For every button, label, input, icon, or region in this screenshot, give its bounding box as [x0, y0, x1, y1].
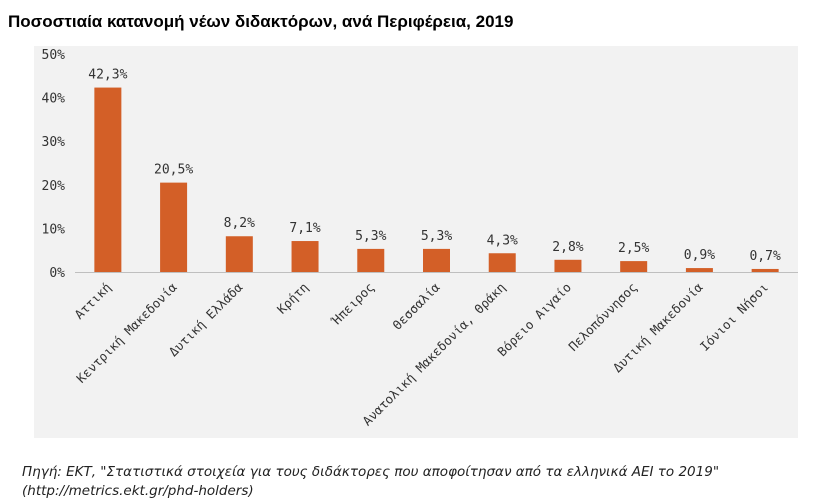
- x-tick-label: Θεσσαλία: [389, 279, 443, 333]
- x-tick-label: Αττική: [71, 280, 114, 323]
- bar: [160, 182, 188, 272]
- y-tick-label: 10%: [42, 222, 66, 237]
- source-text: Πηγή: ΕΚΤ, "Στατιστικά στοιχεία για τους…: [22, 464, 720, 480]
- bar: [751, 268, 779, 272]
- data-label: 42,3%: [88, 68, 127, 83]
- bar: [554, 259, 582, 272]
- data-label: 20,5%: [154, 163, 193, 178]
- data-label: 5,3%: [421, 229, 452, 244]
- data-label: 5,3%: [355, 229, 386, 244]
- data-label: 8,2%: [224, 216, 255, 231]
- x-tick-label: Πελοπόννησος: [565, 280, 639, 354]
- data-label: 0,9%: [684, 248, 715, 263]
- bar: [685, 268, 713, 272]
- x-tick-label: Ανατολική Μακεδονία, Θράκη: [359, 280, 508, 429]
- y-tick-label: 40%: [42, 92, 66, 107]
- data-label: 0,7%: [749, 249, 780, 264]
- x-tick-label: Ιόνιοι Νήσοι: [697, 280, 771, 354]
- data-label: 2,8%: [552, 240, 583, 255]
- y-tick-label: 50%: [42, 48, 66, 63]
- bar: [620, 261, 648, 272]
- bar: [291, 241, 319, 272]
- chart-area: 0% 10% 20% 30% 40% 50% 42,3% Αττική 20,5% Κεντρικ…: [34, 46, 798, 438]
- data-label: 4,3%: [487, 233, 518, 248]
- bar: [225, 236, 253, 272]
- data-label: 2,5%: [618, 241, 649, 256]
- bar: [94, 87, 122, 273]
- bar: [357, 248, 385, 272]
- bar-chart: 0%10%20%30%40%50%42,3%Αττική20,5%Κεντρικ…: [42, 48, 798, 429]
- x-tick-label: Ήπειρος: [328, 280, 377, 329]
- source-note: Πηγή: ΕΚΤ, "Στατιστικά στοιχεία για τους…: [22, 463, 719, 501]
- chart-title: Ποσοστιαία κατανομή νέων διδακτόρων, ανά…: [8, 12, 514, 31]
- y-tick-label: 0%: [49, 266, 65, 281]
- y-tick-label: 30%: [42, 135, 66, 150]
- bar: [423, 248, 450, 272]
- y-tick-label: 20%: [42, 179, 66, 194]
- bar: [488, 253, 516, 272]
- x-tick-label: Κρήτη: [274, 280, 311, 317]
- source-url: (http://metrics.ekt.gr/phd-holders): [22, 483, 254, 499]
- data-label: 7,1%: [289, 221, 320, 236]
